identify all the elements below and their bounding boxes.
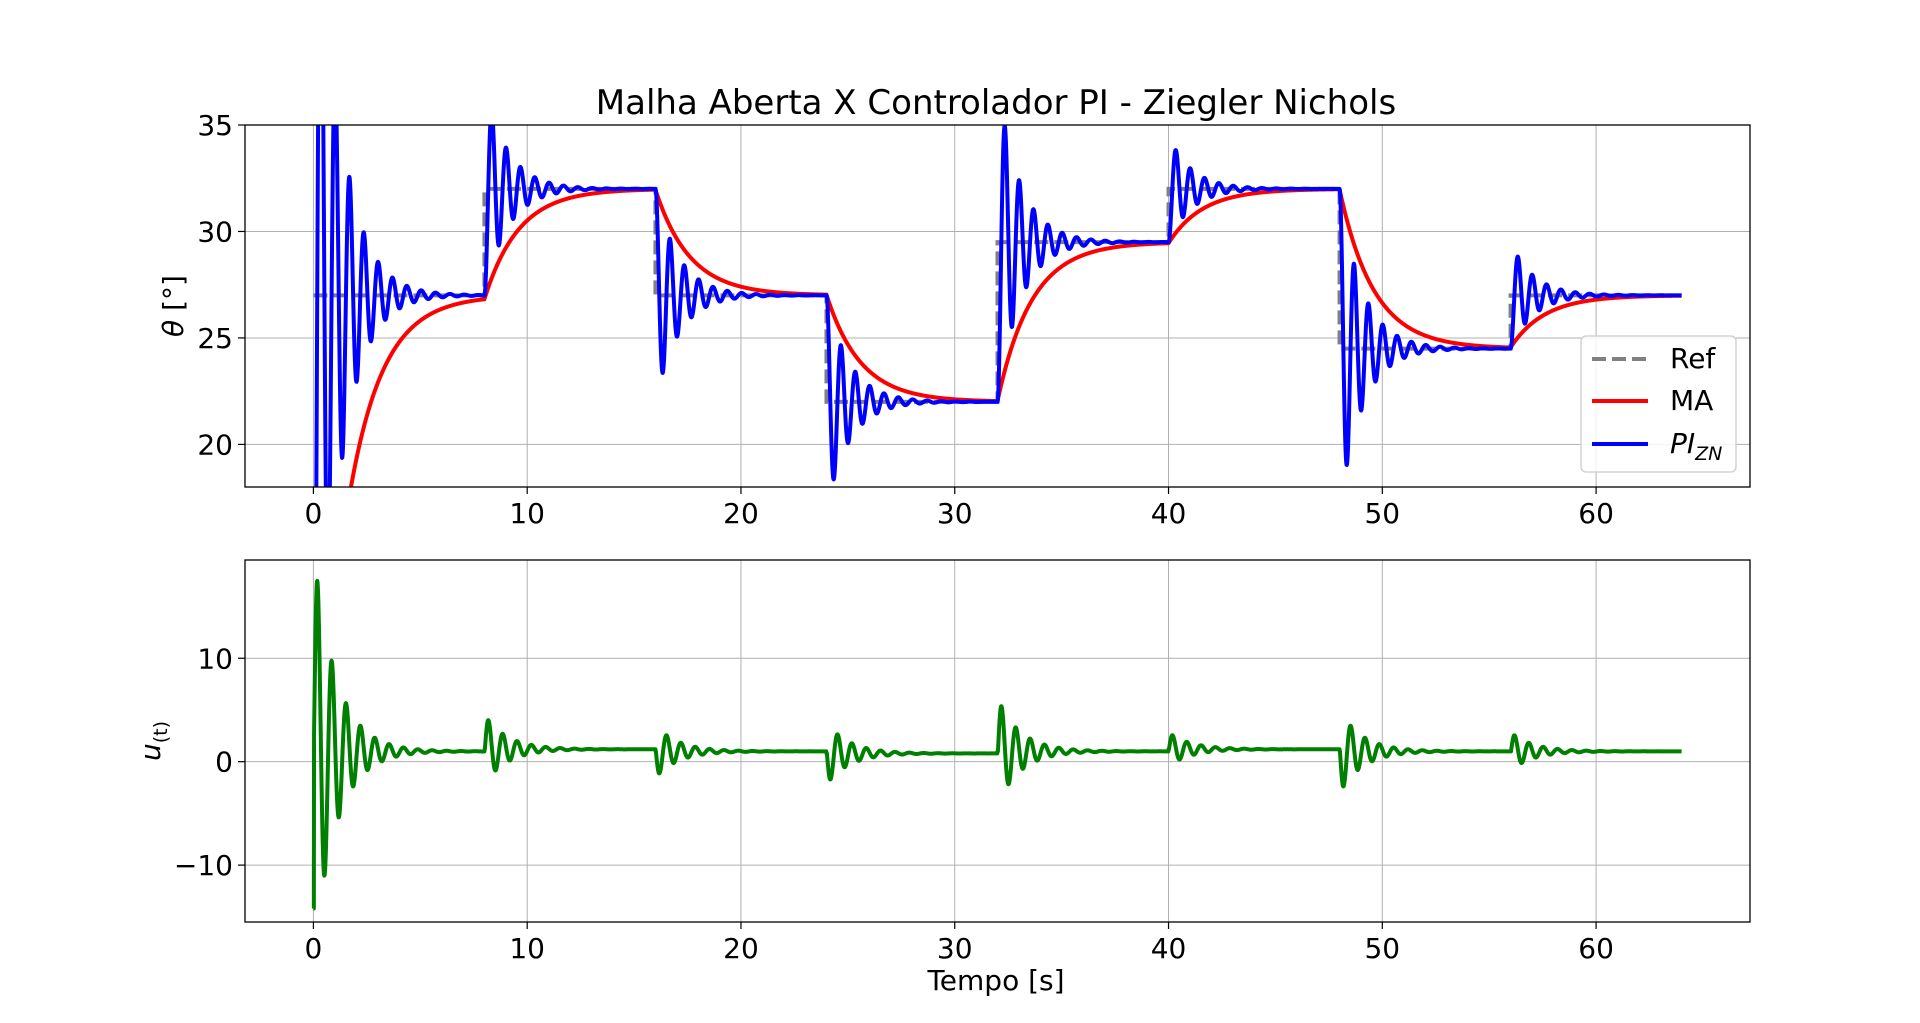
top-ylabel: θ [°]	[157, 275, 190, 337]
top-tick-label-x: 40	[1151, 497, 1187, 530]
top-tick-label-x: 20	[723, 497, 759, 530]
series-pi-zn-line	[314, 125, 1684, 487]
bottom-ticks: 0 10 20 30 40 50 60 −10 0 10	[174, 642, 1614, 965]
bottom-ylabel: u(t)	[134, 721, 172, 761]
bottom-tick-label-x: 0	[304, 932, 322, 965]
top-tick-label-x: 30	[937, 497, 973, 530]
bottom-xlabel: Tempo [s]	[926, 964, 1064, 997]
bottom-tick-label-x: 20	[723, 932, 759, 965]
top-tick-label-y: 20	[197, 428, 233, 461]
top-tick-label-y: 35	[197, 109, 233, 142]
top-tick-label-y: 30	[197, 215, 233, 248]
bottom-tick-label-y: 0	[215, 746, 233, 779]
series-u-line	[311, 578, 1684, 911]
legend-label-pi: PIZN	[1670, 427, 1722, 465]
legend-box	[1580, 335, 1737, 473]
top-axes-frame	[244, 124, 1751, 488]
top-tick-label-x: 60	[1578, 497, 1614, 530]
legend-label-ref: Ref	[1670, 342, 1716, 375]
bottom-subplot: 0 10 20 30 40 50 60 −10 0 10 u(t) Tempo [s]	[134, 559, 1751, 997]
top-lines	[313, 125, 1684, 487]
top-tick-label-x: 10	[509, 497, 545, 530]
top-tick-label-x: 0	[304, 497, 322, 530]
top-subplot: 0 10 20 30 40 50 60 20 25 30 35 θ [°] Ref MA PIZN	[157, 109, 1751, 530]
bottom-tick-label-x: 30	[937, 932, 973, 965]
top-tick-label-x: 50	[1364, 497, 1400, 530]
bottom-tick-label-x: 60	[1578, 932, 1614, 965]
bottom-lines	[311, 578, 1684, 911]
bottom-tick-label-x: 50	[1364, 932, 1400, 965]
bottom-tick-label-x: 10	[509, 932, 545, 965]
bottom-tick-label-x: 40	[1151, 932, 1187, 965]
bottom-tick-label-y: −10	[174, 849, 233, 882]
top-tick-label-y: 25	[197, 322, 233, 355]
bottom-tick-label-y: 10	[197, 642, 233, 675]
bottom-axes-frame	[244, 559, 1751, 923]
legend: Ref MA PIZN	[1580, 335, 1737, 473]
top-ticks: 0 10 20 30 40 50 60 20 25 30 35	[197, 109, 1614, 530]
chart-title: Malha Aberta X Controlador PI - Ziegler …	[596, 83, 1396, 123]
legend-label-ma: MA	[1670, 384, 1713, 417]
